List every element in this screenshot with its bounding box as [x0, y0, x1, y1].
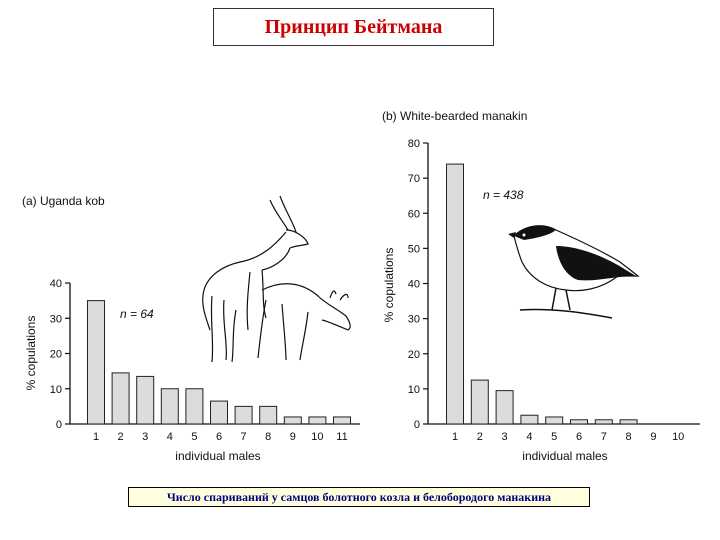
x-tick-label: 2 [477, 431, 483, 443]
bar [234, 405, 253, 425]
bar [470, 379, 489, 425]
bar [111, 372, 130, 425]
bar [594, 419, 613, 425]
bar [136, 375, 155, 425]
panel-label: (a) Uganda kob [22, 194, 105, 208]
y-tick-label: 30 [408, 314, 420, 326]
y-tick-label: 50 [408, 243, 420, 255]
x-tick-label: 8 [265, 431, 271, 443]
y-axis-title: % copulations [24, 316, 38, 391]
y-tick-label: 0 [414, 419, 420, 431]
bar [185, 388, 204, 425]
y-tick-label: 0 [56, 419, 62, 431]
x-tick-label: 7 [241, 431, 247, 443]
y-tick-label: 40 [50, 278, 62, 290]
bar [87, 300, 105, 425]
x-tick-label: 9 [650, 431, 656, 443]
y-tick-label: 20 [408, 349, 420, 361]
bar [446, 163, 464, 425]
y-tick-label: 80 [408, 138, 420, 150]
bar [259, 405, 278, 425]
x-tick-label: 3 [142, 431, 148, 443]
panel-label: (b) White-bearded manakin [382, 109, 527, 123]
y-tick-label: 10 [50, 384, 62, 396]
x-tick-label: 5 [191, 431, 197, 443]
x-tick-label: 11 [336, 431, 347, 443]
bar [210, 400, 228, 425]
x-tick-label: 10 [672, 431, 684, 443]
x-tick-label: 1 [93, 431, 99, 443]
bar [570, 419, 588, 425]
bar [520, 414, 539, 425]
bar [308, 416, 327, 425]
page-title: Принцип Бейтмана [264, 15, 443, 38]
y-axis-title: % copulations [382, 248, 396, 323]
x-tick-label: 3 [502, 431, 508, 443]
x-tick-label: 10 [311, 431, 323, 443]
kob-antelope-drawing [202, 195, 351, 363]
y-tick-label: 20 [50, 349, 62, 361]
x-tick-label: 9 [290, 431, 296, 443]
bar [619, 419, 638, 425]
x-tick-label: 5 [551, 431, 557, 443]
title-box: Принцип Бейтмана [213, 8, 494, 46]
caption-box: Число спариваний у самцов болотного козл… [128, 487, 590, 507]
x-tick-label: 6 [576, 431, 582, 443]
y-tick-label: 30 [50, 313, 62, 325]
y-tick-label: 70 [408, 173, 420, 185]
bar [283, 416, 302, 425]
x-tick-label: 4 [167, 431, 173, 443]
manakin-bird-drawing [508, 225, 640, 319]
sample-size-label: n = 438 [483, 188, 524, 202]
x-tick-label: 2 [118, 431, 124, 443]
chart-white-bearded-manakin: (b) White-bearded manakin n = 438 indivi… [382, 109, 700, 463]
bar [545, 416, 564, 425]
x-axis-title: individual males [175, 449, 260, 463]
bar [495, 390, 514, 425]
x-tick-label: 8 [626, 431, 632, 443]
bar [160, 388, 179, 425]
figure-caption: Число спариваний у самцов болотного козл… [166, 489, 552, 504]
x-tick-label: 6 [216, 431, 222, 443]
x-tick-label: 7 [601, 431, 607, 443]
y-tick-label: 10 [408, 384, 420, 396]
x-tick-label: 4 [526, 431, 532, 443]
x-axis-title: individual males [522, 449, 607, 463]
y-tick-label: 40 [408, 279, 420, 291]
sample-size-label: n = 64 [120, 307, 154, 321]
x-tick-label: 1 [452, 431, 458, 443]
y-tick-label: 60 [408, 208, 420, 220]
chart-uganda-kob: (a) Uganda kob n = 64 individual males %… [22, 194, 360, 463]
bar [333, 416, 351, 425]
